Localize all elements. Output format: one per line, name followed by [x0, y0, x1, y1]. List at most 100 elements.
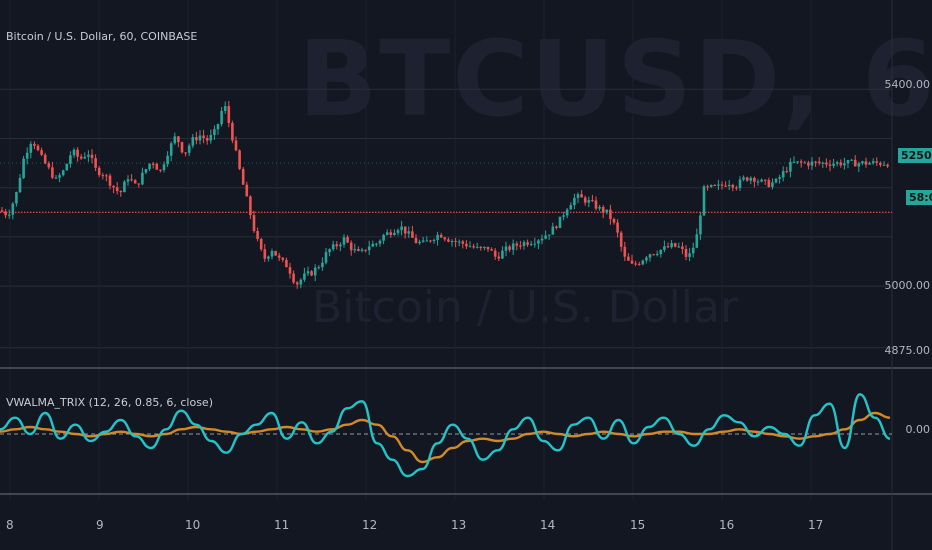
x-tick-label: 14: [540, 518, 556, 532]
candle-body: [886, 164, 889, 167]
candle-body: [22, 158, 25, 178]
candle-body: [583, 197, 587, 203]
candle-body: [558, 216, 562, 228]
candle-body: [223, 106, 227, 111]
candle-body: [695, 234, 699, 248]
candle-body: [317, 267, 321, 269]
candle-body: [252, 215, 256, 232]
last-price-tag: 5250.00: [898, 148, 932, 163]
candle-body: [4, 211, 7, 216]
candle-body: [882, 164, 886, 166]
candle-body: [407, 231, 411, 234]
candle-body: [36, 145, 40, 151]
candle-body: [342, 237, 346, 245]
candle-body: [735, 187, 738, 189]
candle-body: [263, 249, 267, 259]
candle-body: [414, 237, 418, 244]
candle-body: [731, 184, 735, 188]
candle-body: [457, 241, 461, 243]
candle-body: [360, 249, 364, 251]
candle-body: [544, 235, 547, 239]
candle-body: [0, 210, 4, 212]
candle-body: [537, 240, 540, 244]
candle-body: [130, 179, 133, 181]
candle-body: [400, 226, 403, 231]
candle-body: [108, 175, 112, 186]
candle-body: [645, 257, 648, 261]
candle-body: [742, 177, 745, 180]
candle-body: [875, 161, 879, 163]
candle-body: [321, 262, 324, 268]
candle-body: [821, 162, 825, 164]
candle-body: [195, 137, 198, 141]
candle-body: [72, 149, 76, 156]
candle-body: [51, 167, 54, 178]
candle-body: [637, 263, 641, 265]
candle-body: [29, 143, 33, 153]
candle-body: [40, 150, 43, 155]
candle-body: [727, 184, 731, 187]
candle-body: [461, 241, 465, 244]
candle-body: [699, 215, 702, 235]
candle-body: [137, 183, 141, 185]
candle-body: [807, 162, 810, 166]
candle-body: [216, 124, 220, 130]
name-watermark: Bitcoin / U.S. Dollar: [312, 282, 739, 333]
candle-body: [202, 135, 205, 139]
candle-body: [551, 226, 555, 235]
candle-body: [115, 187, 119, 191]
candle-body: [709, 185, 713, 187]
candle-body: [861, 161, 864, 164]
candle-body: [825, 162, 828, 165]
candle-body: [756, 181, 760, 183]
candle-body: [141, 172, 144, 185]
candle-body: [385, 232, 389, 235]
candle-body: [418, 241, 421, 244]
candle-body: [58, 175, 61, 178]
candle-body: [18, 177, 22, 193]
x-tick-label: 15: [630, 518, 646, 532]
candle-body: [429, 240, 432, 242]
candle-body: [771, 182, 774, 187]
candle-body: [540, 238, 544, 241]
candle-body: [738, 179, 742, 188]
candle-body: [357, 249, 360, 251]
candle-body: [483, 246, 486, 248]
candle-body: [101, 175, 105, 177]
candle-body: [745, 177, 749, 181]
candle-body: [562, 215, 565, 217]
candle-body: [555, 226, 558, 228]
candle-body: [475, 246, 479, 248]
x-tick-label: 16: [719, 518, 735, 532]
y-tick-label: 5000.00: [884, 279, 931, 292]
candle-body: [249, 196, 252, 216]
candle-body: [871, 161, 875, 164]
candle-body: [209, 135, 213, 141]
candle-body: [173, 136, 177, 144]
x-tick-label: 10: [185, 518, 201, 532]
candle-body: [508, 246, 511, 250]
candle-body: [133, 180, 137, 184]
candle-body: [601, 207, 605, 213]
candle-body: [623, 246, 627, 257]
candle-body: [839, 162, 843, 166]
candle-body: [281, 257, 285, 260]
candle-body: [587, 200, 591, 203]
candle-body: [443, 237, 447, 240]
candle-body: [479, 246, 483, 248]
candle-body: [396, 230, 400, 233]
candle-body: [285, 259, 288, 268]
candle-body: [828, 164, 832, 166]
candle-body: [184, 152, 187, 154]
candle-body: [295, 282, 299, 285]
candle-body: [846, 160, 850, 164]
candle-body: [389, 232, 393, 236]
candle-body: [47, 163, 51, 168]
candle-body: [641, 260, 645, 265]
candle-body: [169, 143, 173, 156]
candle-body: [792, 161, 796, 163]
candle-body: [119, 190, 123, 193]
candle-body: [87, 154, 90, 157]
candle-body: [630, 260, 634, 264]
